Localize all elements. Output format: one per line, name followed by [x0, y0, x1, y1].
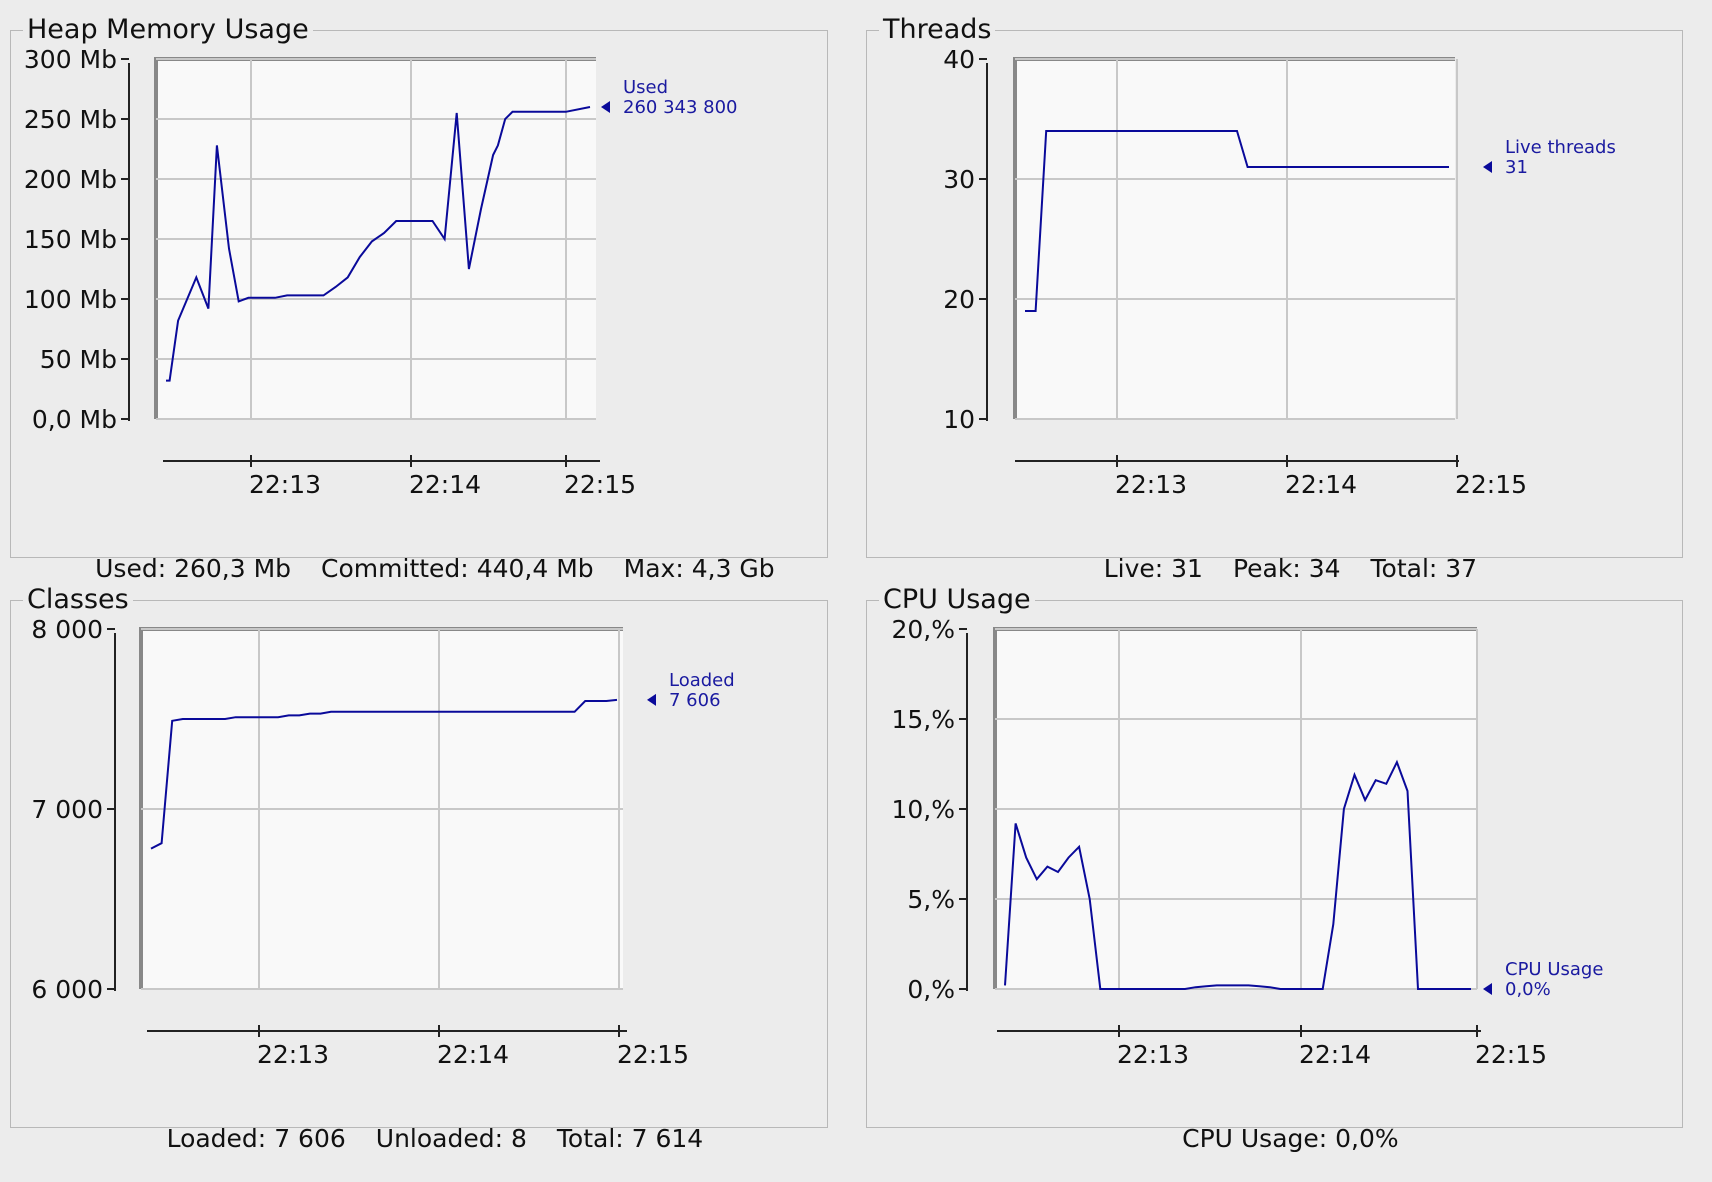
series-line — [1004, 759, 1471, 990]
y-tick-label: 10 — [943, 405, 975, 434]
panel-title: Heap Memory Usage — [23, 14, 313, 46]
panel-title: Threads — [879, 14, 996, 46]
x-tick-label: 22:15 — [1475, 1040, 1547, 1069]
total-label: Total: — [1370, 554, 1438, 583]
y-tick-label: 20 — [943, 285, 975, 314]
total-value: 37 — [1445, 554, 1478, 583]
threads-footer: Live: 31 Peak: 34 Total: 37 — [867, 525, 1682, 612]
x-tick-label: 22:13 — [1115, 470, 1187, 499]
x-tick-label: 22:15 — [564, 470, 636, 499]
y-tick-label: 6 000 — [31, 975, 103, 1004]
panel-title: Classes — [23, 584, 133, 616]
live-value: 31 — [1171, 554, 1203, 583]
threads-panel: Threads 10 20 30 40 22:13 22:14 22:15 Live thre… — [866, 14, 1683, 583]
x-tick-label: 22:15 — [617, 1040, 689, 1069]
loaded-value: 7 606 — [274, 1124, 346, 1153]
peak-value: 34 — [1308, 554, 1341, 583]
max-label: Max: — [623, 554, 684, 583]
series-line — [1025, 130, 1449, 312]
total-classes-label: Total: — [556, 1124, 624, 1153]
legend-value: 0,0% — [1505, 979, 1551, 1000]
x-tick-label: 22:14 — [409, 470, 481, 499]
legend-marker-icon — [601, 101, 610, 113]
y-tick-label: 7 000 — [31, 795, 103, 824]
panel-title: CPU Usage — [879, 584, 1035, 616]
cpu-usage-label: CPU Usage: — [1182, 1124, 1328, 1153]
y-tick-label: 150 Mb — [24, 225, 117, 254]
legend-label: Used — [623, 77, 668, 98]
classes-footer: Loaded: 7 606 Unloaded: 8 Total: 7 614 — [11, 1095, 827, 1182]
x-tick-label: 22:14 — [437, 1040, 509, 1069]
x-tick-label: 22:13 — [249, 470, 321, 499]
legend-value: 7 606 — [669, 690, 721, 711]
heap-memory-panel: Heap Memory Usage 0,0 Mb 50 Mb 100 Mb 150 M… — [10, 14, 828, 583]
legend-label: Live threads — [1505, 137, 1616, 158]
legend-marker-icon — [1483, 983, 1492, 995]
unloaded-label: Unloaded: — [375, 1124, 504, 1153]
legend-label: Loaded — [669, 670, 735, 691]
legend-marker-icon — [647, 693, 656, 706]
heap-memory-chart: 0,0 Mb 50 Mb 100 Mb 150 Mb 200 Mb 250 Mb 300 M… — [24, 45, 738, 499]
live-label: Live: — [1103, 554, 1164, 583]
used-value: 260,3 Mb — [174, 554, 292, 583]
plot-area — [1015, 59, 1455, 419]
y-tick-label: 300 Mb — [24, 45, 117, 74]
peak-label: Peak: — [1232, 554, 1301, 583]
series-line — [166, 106, 591, 382]
y-tick-label: 0,0 Mb — [32, 405, 117, 434]
cpu-usage-footer: CPU Usage: 0,0% — [867, 1095, 1682, 1182]
committed-label: Committed: — [321, 554, 469, 583]
y-tick-label: 250 Mb — [24, 105, 117, 134]
y-tick-label: 40 — [943, 45, 975, 74]
cpu-usage-panel: CPU Usage 0,% 5,% 10,% 15,% 20,% 22:13 22:14 22… — [866, 584, 1683, 1153]
unloaded-value: 8 — [510, 1124, 527, 1153]
x-tick-label: 22:13 — [1117, 1040, 1189, 1069]
y-tick-label: 0,% — [907, 975, 955, 1004]
y-tick-label: 5,% — [907, 885, 955, 914]
loaded-label: Loaded: — [166, 1124, 267, 1153]
x-tick-label: 22:14 — [1285, 470, 1357, 499]
legend-value: 31 — [1505, 157, 1528, 178]
y-tick-label: 30 — [943, 165, 975, 194]
y-tick-label: 50 Mb — [40, 345, 117, 374]
legend-value: 260 343 800 — [623, 97, 738, 118]
x-tick-label: 22:14 — [1299, 1040, 1371, 1069]
classes-panel: Classes 6 000 7 000 8 000 22:13 22:14 22:15 Lo… — [10, 584, 828, 1153]
y-tick-label: 20,% — [891, 615, 955, 644]
y-tick-label: 8 000 — [31, 615, 103, 644]
legend-marker-icon — [1483, 161, 1492, 173]
legend-label: CPU Usage — [1505, 959, 1603, 980]
x-tick-label: 22:13 — [257, 1040, 329, 1069]
series-line — [150, 698, 618, 850]
x-tick-label: 22:15 — [1455, 470, 1527, 499]
cpu-usage-chart: 0,% 5,% 10,% 15,% 20,% 22:13 22:14 22:15 CPU Usa… — [891, 615, 1603, 1069]
committed-value: 440,4 Mb — [476, 554, 594, 583]
y-tick-label: 15,% — [891, 705, 955, 734]
y-tick-label: 200 Mb — [24, 165, 117, 194]
y-tick-label: 10,% — [891, 795, 955, 824]
total-classes-value: 7 614 — [631, 1124, 704, 1153]
cpu-usage-value: 0,0% — [1335, 1124, 1399, 1153]
max-value: 4,3 Gb — [691, 554, 775, 583]
used-label: Used: — [95, 554, 167, 583]
heap-memory-footer: Used: 260,3 Mb Committed: 440,4 Mb Max: 4,… — [11, 525, 827, 612]
y-tick-label: 100 Mb — [24, 285, 117, 314]
